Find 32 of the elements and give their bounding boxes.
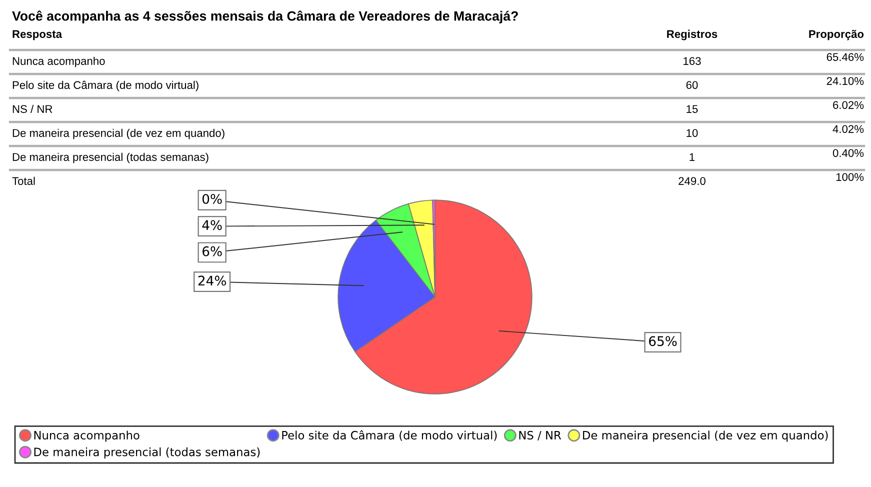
legend-label: Pelo site da Câmara (de modo virtual) xyxy=(282,430,497,441)
legend-label: NS / NR xyxy=(519,430,562,440)
text: 100% xyxy=(836,173,864,181)
text: Total xyxy=(12,176,35,185)
text: 1 xyxy=(690,153,695,161)
text: 60 xyxy=(686,81,698,89)
data-label: 65% xyxy=(649,336,677,346)
text: 24.10% xyxy=(826,77,864,85)
legend-label: De maneira presencial (de vez em quando) xyxy=(583,430,828,442)
category-label: De maneira presencial (de vez em quando) xyxy=(12,128,224,140)
text: Proporção xyxy=(809,30,864,40)
text: 249.0 xyxy=(678,177,706,185)
data-label: 6% xyxy=(202,246,222,256)
data-label: 4% xyxy=(202,220,222,230)
data-label: 24% xyxy=(198,276,226,286)
text: 4.02% xyxy=(832,125,864,133)
text: 163 xyxy=(684,57,701,65)
text: 65.46% xyxy=(826,53,864,61)
category-label: NS / NR xyxy=(12,104,52,113)
category-label: Nunca acompanho xyxy=(12,56,105,68)
text: Resposta xyxy=(12,30,62,40)
chart-title: Você acompanha as 4 sessões mensais da Câmara de Vereadores de Maracajá? xyxy=(12,10,518,24)
legend-label: Nunca acompanho xyxy=(34,430,140,442)
text: Registros xyxy=(667,30,718,40)
text: 15 xyxy=(686,105,698,113)
text: 6.02% xyxy=(833,101,864,109)
category-label: Pelo site da Câmara (de modo virtual) xyxy=(12,80,198,92)
data-label: 0% xyxy=(202,194,222,204)
text: 10 xyxy=(686,129,698,137)
legend-label: De maneira presencial (todas semanas) xyxy=(34,447,260,458)
text: 0.40% xyxy=(832,149,864,157)
category-label: De maneira presencial (todas semanas) xyxy=(12,152,208,164)
